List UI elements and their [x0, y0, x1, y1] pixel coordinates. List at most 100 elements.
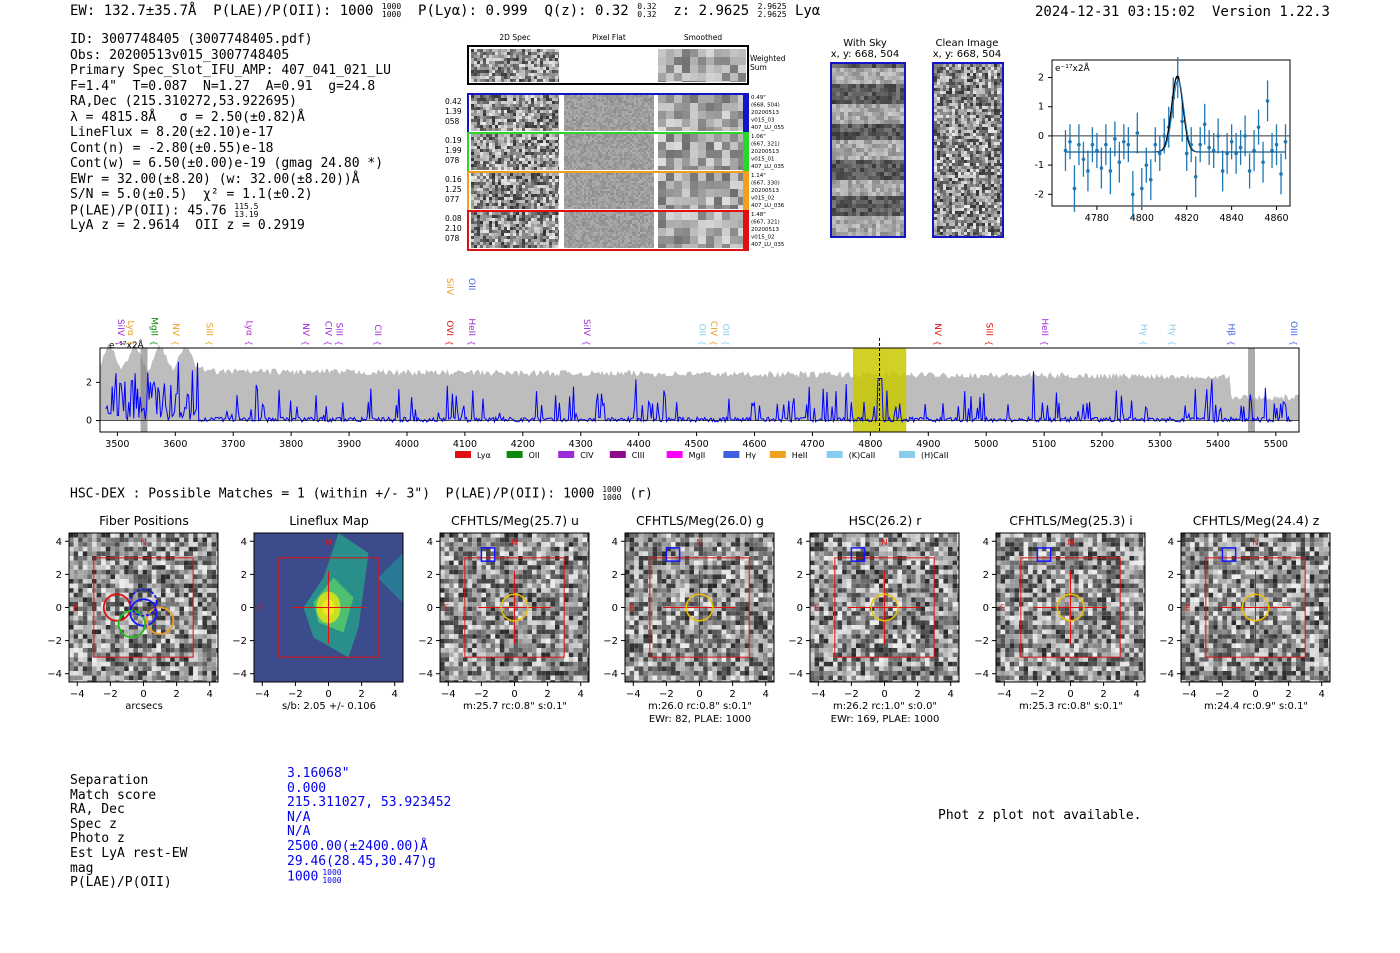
cutout-xtick: 4 [763, 689, 769, 700]
lineflux-blob [303, 533, 403, 658]
zoom-ytick: 1 [1038, 102, 1044, 113]
cutout-title: HSC(26.2) r [848, 513, 922, 528]
emission-line-label: Hβ{ [1225, 323, 1235, 345]
cutout-xtick: 0 [1252, 689, 1258, 700]
cutout-xtick: −2 [103, 689, 118, 700]
zoom-frame [1051, 59, 1291, 207]
north-label: N [1253, 538, 1259, 547]
match-label: P(LAE)/P(OII) [70, 875, 172, 891]
zoom-point [1140, 168, 1144, 209]
emission-line-label: HeII{ [1039, 318, 1049, 345]
cutout-xtick: −4 [1182, 689, 1197, 700]
row-right-label: v015_01 [751, 157, 775, 163]
cutout-ytick: −2 [47, 636, 62, 647]
cutout-xtick: −2 [1030, 689, 1045, 700]
cutout-subtitle: m:24.4 rc:0.9" s:0.1" [1203, 701, 1309, 712]
zoom-point [1243, 115, 1247, 157]
legend-item: CIV [558, 451, 594, 460]
cutout-ytick: 4 [983, 537, 989, 548]
aperture-circle [685, 593, 714, 622]
zoom-point [1108, 147, 1113, 195]
upper-line-label: SiIV [444, 278, 454, 296]
match-value: 2500.00(±2400.00)Å [287, 838, 428, 854]
zoom-point [1207, 130, 1211, 166]
zoom-point [1193, 156, 1198, 198]
cutout-xtick: −2 [659, 689, 674, 700]
spec2d-col-label: Pixel Flat [592, 33, 626, 42]
cutout-xtick: −4 [811, 689, 826, 700]
aperture-circle [500, 593, 529, 622]
info-primary: Primary Spec_Slot_IFU_AMP: 407_041_021_L… [70, 63, 391, 78]
cutout-xtick: 0 [1067, 689, 1073, 700]
emission-line-label: NV{ [170, 323, 180, 345]
info-lambda: λ = 4815.8Å σ = 2.50(±0.82)Å [70, 109, 305, 125]
cutout-ytick: 0 [241, 603, 247, 614]
zoom-point [1202, 103, 1207, 145]
north-label: N [512, 538, 518, 547]
cutout-ytick: 2 [797, 570, 803, 581]
cutout-ytick: 0 [983, 603, 989, 614]
zoom-point [1229, 124, 1234, 160]
emission-line-label: NV{ [300, 323, 310, 345]
row-2d-spec [471, 95, 559, 131]
full-ytick: 2 [86, 377, 92, 388]
emission-line-label: OIII{ [1288, 321, 1298, 346]
catalog-box [1221, 547, 1237, 562]
emission-line-label: Lyα{ [125, 321, 135, 346]
full-xtick: 4200 [511, 439, 535, 450]
info-contw: Cont(w) = 6.50(±0.00)e-19 (gmag 24.80 *) [70, 156, 384, 171]
full-xtick: 5000 [974, 439, 998, 450]
row-right-label: v015_02 [751, 235, 775, 241]
emission-line-label: CIV{ [322, 321, 332, 346]
photz-message: Phot z plot not available. [938, 808, 1142, 823]
cutout-xtick: 2 [729, 689, 735, 700]
zoom-point [1126, 127, 1131, 163]
full-xtick: 3700 [221, 439, 245, 450]
zoom-point [1099, 147, 1104, 189]
aperture-square [93, 557, 194, 658]
zoom-point [1077, 124, 1081, 166]
zoom-point [1198, 127, 1202, 163]
emission-line-label: SiII{ [983, 322, 993, 345]
emission-line-label: CIV{ [708, 321, 718, 346]
cutout-image: HSC(26.2) r N E −4 −4 −2 −2 0 0 2 2 4 4 m:26.2 rc:1.0… [780, 510, 990, 725]
cutout-ytick: 2 [983, 570, 989, 581]
cutout-xtick: 0 [140, 689, 146, 700]
ew-value: EW: 132.7±35.7Å [70, 3, 197, 19]
match-values: 3.16068" 0.000 215.311027, 53.923452 N/A N/A… [287, 766, 451, 884]
match-value: 3.16068" [287, 766, 350, 781]
aperture-circle [870, 593, 899, 622]
cutout-row: Fiber Positions N E −4 −4 −2 −2 0 0 2 2 4 4 arcsecs Li… [0, 510, 1400, 725]
cutout-xtick: 2 [544, 689, 550, 700]
cutout-ytick: 4 [427, 537, 433, 548]
emission-line-label: Lyα{ [244, 321, 254, 346]
match-value: N/A [287, 824, 311, 840]
zoom-ytick: -2 [1035, 189, 1044, 200]
row-left-label: 0.16 [445, 175, 462, 184]
full-xtick: 4600 [742, 439, 766, 450]
row-smoothed [658, 212, 746, 248]
zoom-point [1265, 80, 1270, 122]
row-right-label: v015_03 [751, 118, 775, 124]
cutout-subtitle: m:25.7 rc:0.8" s:0.1" [462, 701, 568, 712]
zoom-point [1274, 124, 1279, 166]
row-left-label: 2.10 [445, 224, 462, 233]
emission-line-label: OII{ [720, 324, 730, 346]
full-xtick: 5500 [1264, 439, 1288, 450]
cutout-subtitle: EWr: 169, PLAE: 1000 [830, 714, 940, 725]
spectrum-line [105, 361, 1293, 424]
row-right-label: 0.49" [751, 95, 766, 101]
clean-image-stamp: Clean Image x, y: 668, 504 [928, 38, 1006, 238]
zoom-ylabel: e⁻¹⁷x2Å [1055, 62, 1091, 74]
hsc-matches-line: HSC-DEX : Possible Matches = 1 (within +… [70, 485, 653, 502]
zoom-point [1081, 141, 1086, 177]
full-ylabel: e⁻¹⁷x2Å [109, 339, 145, 351]
catalog-box [480, 547, 496, 562]
clean-image [932, 62, 1004, 238]
zoom-point [1256, 109, 1261, 145]
zoom-point [1220, 150, 1225, 192]
cutout-subtitle: m:25.3 rc:0.8" s:0.1" [1018, 701, 1124, 712]
east-label: E [73, 604, 78, 613]
info-fiber: F=1.4" T=0.087 N=1.27 A=0.91 g=24.8 [70, 78, 376, 94]
